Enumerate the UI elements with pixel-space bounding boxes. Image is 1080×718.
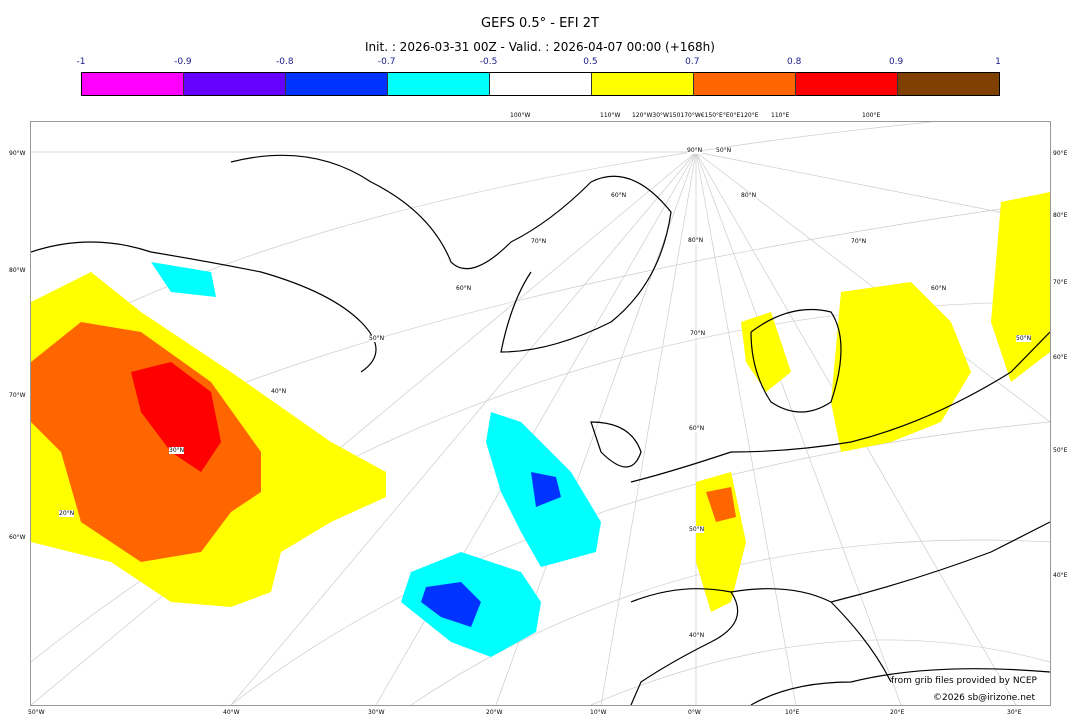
latitude-label: 60°N (931, 285, 947, 292)
map-canvas (31, 122, 1050, 705)
latitude-label: 70°N (531, 238, 547, 245)
colorbar-swatch (592, 73, 694, 95)
latitude-label: 90°N (687, 147, 703, 154)
colorbar-swatch (82, 73, 184, 95)
colorbar-tick-label: 0.8 (787, 57, 802, 67)
latitude-label: 50°N (716, 147, 732, 154)
axis-label-bottom: 40°W (223, 709, 240, 716)
axis-label-left: 90°W (9, 150, 26, 157)
latitude-label: 70°N (690, 330, 706, 337)
axis-label-top: 110°E (771, 112, 790, 119)
colorbar-swatch (490, 73, 592, 95)
axis-label-bottom: 20°W (486, 709, 503, 716)
axis-label-top: 100°E (862, 112, 881, 119)
axis-label-bottom: 30°E (1007, 709, 1022, 716)
axis-label-left: 60°W (9, 534, 26, 541)
latitude-label: 50°N (1016, 335, 1032, 342)
latitude-label: 40°N (271, 388, 287, 395)
colorbar-tick-label: -0.9 (174, 57, 192, 67)
colorbar-swatch (184, 73, 286, 95)
latitude-label: 40°N (689, 632, 705, 639)
data-source-credit: from grib files provided by NCEP (891, 676, 1037, 686)
latitude-label: 70°N (851, 238, 867, 245)
latitude-label: 20°N (59, 510, 75, 517)
axis-label-right: 80°E (1053, 212, 1068, 219)
colorbar-swatch (286, 73, 388, 95)
latitude-label: 30°N (169, 447, 185, 454)
axis-label-bottom: 10°W (590, 709, 607, 716)
colorbar-tick-label: 0.9 (888, 57, 904, 67)
axis-label-bottom: 20°E (890, 709, 905, 716)
axis-label-right: 40°E (1053, 572, 1068, 579)
colorbar-swatch (694, 73, 796, 95)
colorbar-swatch (898, 73, 999, 95)
latitude-label: 60°N (689, 425, 705, 432)
axis-label-bottom: 50°W (28, 709, 45, 716)
axis-label-bottom: 30°W (368, 709, 385, 716)
axis-label-bottom: 0°W (688, 709, 701, 716)
colorbar-swatch (388, 73, 490, 95)
colorbar-tick-label: 0.5 (583, 57, 598, 67)
axis-label-left: 80°W (9, 267, 26, 274)
axis-label-right: 90°E (1053, 150, 1068, 157)
colorbar-tick-label: -0.7 (377, 57, 396, 67)
map-frame: 90°N 80°N 70°N 60°N 50°N 40°N 30°N 20°N 70°N 60°N… (30, 121, 1051, 706)
colorbar-tick-label: 0.7 (685, 57, 700, 67)
latitude-label: 80°N (741, 192, 757, 199)
map-subtitle: Init. : 2026-03-31 00Z - Valid. : 2026-0… (365, 40, 715, 54)
latitude-label: 50°N (689, 526, 705, 533)
latitude-label: 50°N (369, 335, 385, 342)
colorbar (81, 72, 1000, 96)
colorbar-tick-label: -1 (76, 57, 86, 67)
latitude-label: 60°N (611, 192, 627, 199)
colorbar-tick-label: -0.8 (275, 57, 294, 67)
axis-label-top: 100°W (510, 112, 531, 119)
colorbar-tick-label: -0.5 (479, 57, 498, 67)
copyright-credit: ©2026 sb@irizone.net (933, 693, 1035, 703)
coastlines (31, 154, 1050, 705)
colorbar-tick-label: 1 (995, 57, 1001, 67)
map-title: GEFS 0.5° - EFI 2T (481, 16, 599, 31)
axis-label-top: 120°W30°W150170°W€150°E°E0°E120°E (632, 112, 759, 119)
axis-label-right: 70°E (1053, 279, 1068, 286)
latitude-label: 80°N (688, 237, 704, 244)
colorbar-swatch (796, 73, 898, 95)
axis-label-left: 70°W (9, 392, 26, 399)
axis-label-right: 60°E (1053, 354, 1068, 361)
efi-anomaly-fields (31, 192, 1050, 657)
axis-label-right: 50°E (1053, 447, 1068, 454)
latitude-label: 60°N (456, 285, 472, 292)
axis-label-bottom: 10°E (785, 709, 800, 716)
axis-label-top: 110°W (600, 112, 621, 119)
